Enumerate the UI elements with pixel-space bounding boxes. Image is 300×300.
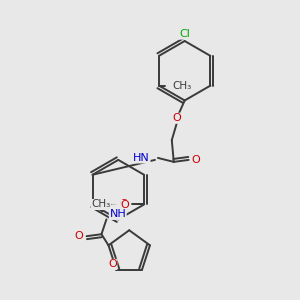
Text: methoxy: methoxy <box>111 204 117 205</box>
Text: O: O <box>108 260 117 269</box>
Text: O: O <box>191 155 200 165</box>
Text: Cl: Cl <box>179 29 190 39</box>
Text: CH₃: CH₃ <box>91 200 110 209</box>
Text: O: O <box>121 200 130 211</box>
Text: O: O <box>172 113 181 123</box>
Text: HN: HN <box>133 153 150 163</box>
Text: O: O <box>119 200 128 209</box>
Text: O: O <box>74 231 83 241</box>
Text: CH₃: CH₃ <box>173 81 192 91</box>
Text: NH: NH <box>110 209 126 219</box>
